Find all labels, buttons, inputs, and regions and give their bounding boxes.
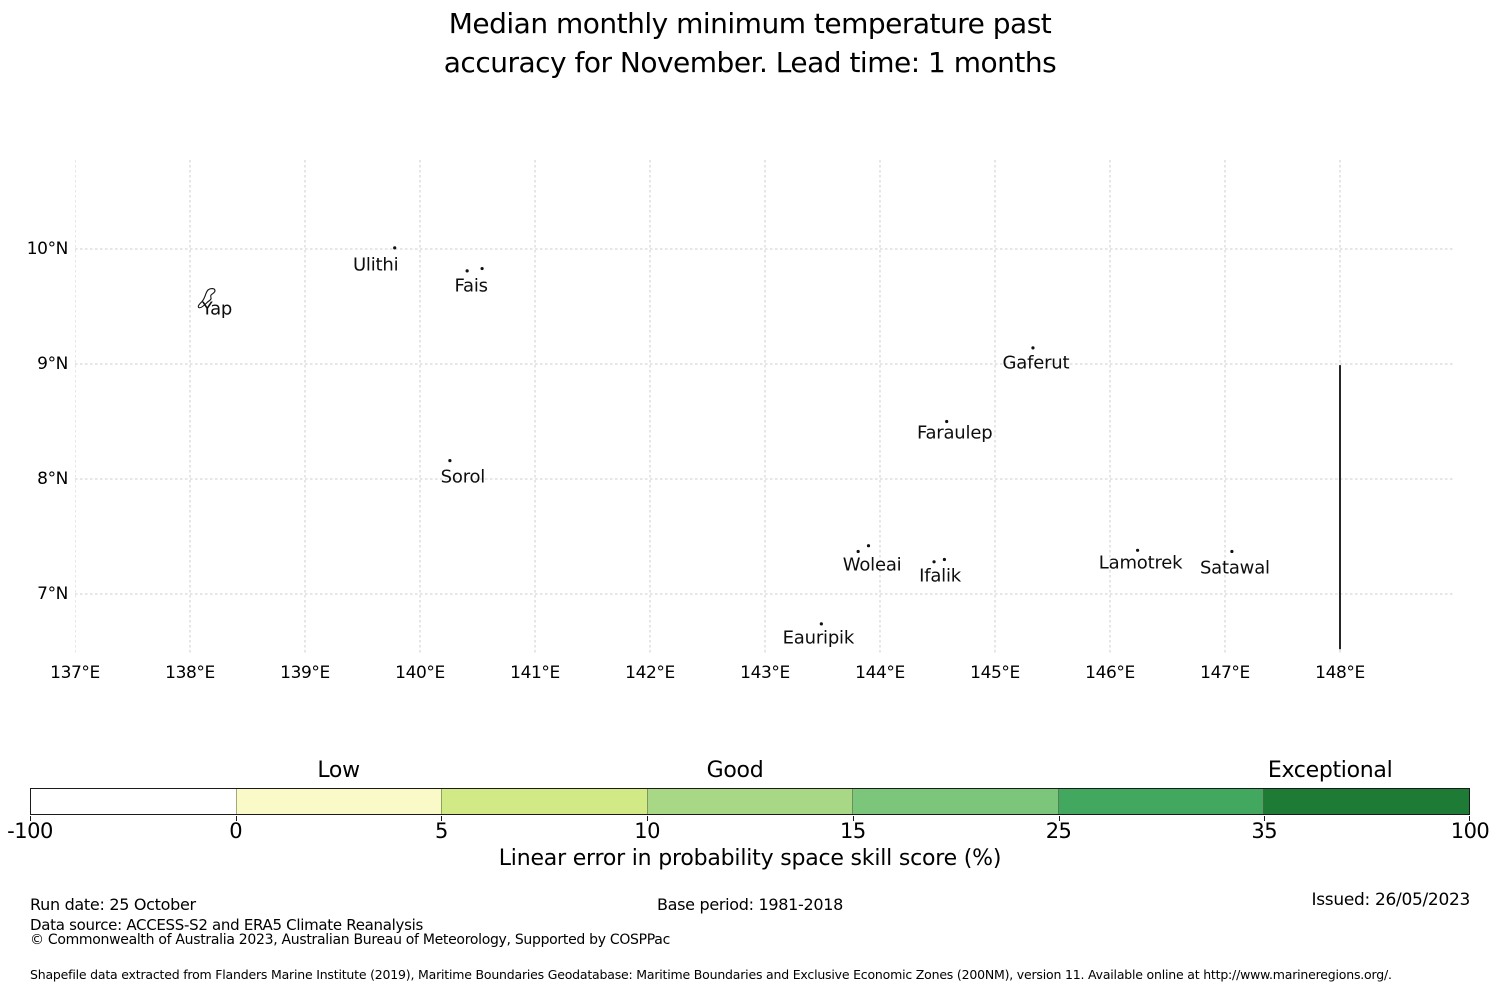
colorbar-tick-label: -100 xyxy=(7,819,53,843)
colorbar-segment-5 xyxy=(1057,789,1264,814)
y-tick-label: 10°N xyxy=(26,239,69,259)
island-marker xyxy=(1230,549,1234,554)
x-tick-label: 144°E xyxy=(855,663,905,683)
map-plot: Yap Ulithi Fais Sorol Gaferut Faraulep Woleai I… xyxy=(75,160,1455,655)
data-source-text: Data source: ACCESS-S2 and ERA5 Climate … xyxy=(30,916,423,934)
issued-date-text: Issued: 26/05/2023 xyxy=(1311,890,1471,910)
island-label-sorol: Sorol xyxy=(440,466,486,488)
base-period-text: Base period: 1981-2018 xyxy=(656,895,844,914)
x-tick-label: 138°E xyxy=(165,663,215,683)
island-label-ulithi: Ulithi xyxy=(352,254,399,276)
y-tick-label: 8°N xyxy=(37,469,68,489)
x-tick-label: 145°E xyxy=(970,663,1020,683)
colorbar-tick-label: 0 xyxy=(229,819,243,843)
colorbar-tickmark xyxy=(852,816,854,821)
island-label-ifalik: Ifalik xyxy=(919,565,961,587)
island-label-faraulep: Faraulep xyxy=(916,422,993,443)
island-marker xyxy=(393,246,397,250)
colorbar-category-label-exceptional: Exceptional xyxy=(1267,758,1393,783)
island-marker xyxy=(945,419,949,424)
island-marker xyxy=(480,266,484,271)
island-label-woleai: Woleai xyxy=(842,554,902,576)
x-tick-label: 140°E xyxy=(395,663,445,683)
colorbar-tickmark xyxy=(441,816,443,821)
colorbar-tickmark xyxy=(1058,816,1060,821)
colorbar-tickmark xyxy=(1469,816,1470,821)
island-marker xyxy=(942,557,947,562)
colorbar-segment-4 xyxy=(852,789,1058,814)
colorbar-segment-3 xyxy=(646,789,853,814)
x-tick-label: 142°E xyxy=(625,663,675,683)
colorbar-tickmark xyxy=(30,816,31,821)
colorbar-tick-label: 10 xyxy=(634,819,661,843)
island-label-lamotrek: Lamotrek xyxy=(1098,552,1183,574)
island-label-fais: Fais xyxy=(454,275,488,297)
x-tick-label: 148°E xyxy=(1315,663,1365,683)
x-tick-label: 141°E xyxy=(510,663,560,683)
colorbar-tickmark xyxy=(235,816,237,821)
colorbar-segment-0 xyxy=(31,789,236,814)
shapefile-attribution-text: Shapefile data extracted from Flanders M… xyxy=(30,967,1392,982)
colorbar-tick-label: 35 xyxy=(1251,819,1278,843)
colorbar-segment-2 xyxy=(441,789,647,814)
chart-title-line1: Median monthly minimum temperature past xyxy=(448,7,1052,40)
y-tick-label: 7°N xyxy=(37,584,68,604)
island-marker xyxy=(465,269,469,273)
y-tick-label: 9°N xyxy=(37,354,68,374)
island-label-gaferut: Gaferut xyxy=(1002,352,1070,374)
island-label-yap: Yap xyxy=(201,298,233,320)
colorbar-axis-label: Linear error in probability space skill … xyxy=(498,846,1002,871)
colorbar-segment-1 xyxy=(235,789,442,814)
map-grid-svg xyxy=(75,160,1455,655)
island-marker xyxy=(448,459,452,463)
colorbar-tick-label: 5 xyxy=(434,819,448,843)
island-marker xyxy=(819,622,823,626)
chart-title: Median monthly minimum temperature past … xyxy=(0,4,1500,82)
yap-island-outline xyxy=(197,288,216,309)
island-label-satawal: Satawal xyxy=(1199,557,1270,579)
island-marker xyxy=(866,544,871,548)
colorbar-segment-6 xyxy=(1263,789,1470,814)
colorbar-tickmark xyxy=(647,816,649,821)
colorbar-tick-label: 15 xyxy=(839,819,866,843)
island-marker xyxy=(932,560,936,564)
chart-title-line2: accuracy for November. Lead time: 1 mont… xyxy=(443,46,1057,79)
island-label-eauripik: Eauripik xyxy=(782,627,855,649)
island-marker xyxy=(1031,346,1035,350)
x-tick-label: 143°E xyxy=(740,663,790,683)
colorbar xyxy=(30,788,1470,815)
colorbar-tickmark xyxy=(1264,816,1266,821)
colorbar-tick-label: 25 xyxy=(1045,819,1072,843)
x-tick-label: 146°E xyxy=(1085,663,1135,683)
copyright-text: © Commonwealth of Australia 2023, Austra… xyxy=(30,932,670,948)
colorbar-category-label-low: Low xyxy=(317,758,360,783)
x-tick-label: 137°E xyxy=(50,663,100,683)
x-tick-label: 139°E xyxy=(280,663,330,683)
island-marker xyxy=(856,549,860,554)
island-marker xyxy=(1136,548,1140,552)
x-tick-label: 147°E xyxy=(1200,663,1250,683)
colorbar-category-label-good: Good xyxy=(706,758,764,783)
run-date-text: Run date: 25 October xyxy=(30,895,196,914)
colorbar-tick-label: 100 xyxy=(1450,819,1490,843)
